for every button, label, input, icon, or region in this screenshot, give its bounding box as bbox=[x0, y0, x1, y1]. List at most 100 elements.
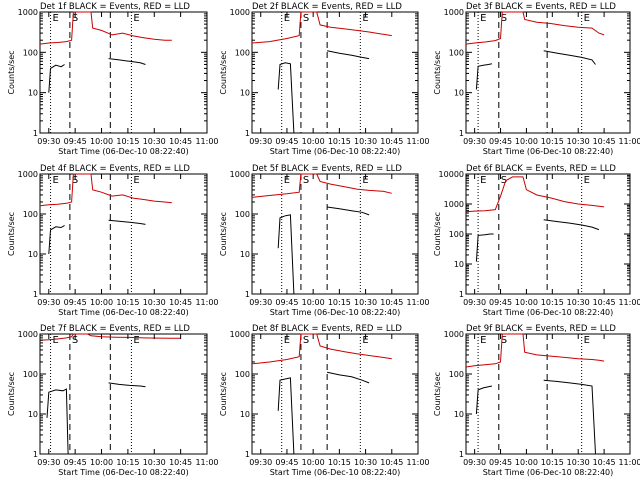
plot-frame bbox=[251, 333, 419, 455]
y-tick-label: 1 bbox=[245, 290, 250, 299]
plot-frame bbox=[465, 333, 631, 455]
y-axis-label: Counts/sec bbox=[7, 212, 16, 256]
panel-title: Det 6f BLACK = Events, RED = LLD bbox=[466, 164, 616, 174]
x-tick-label: 10:15 bbox=[116, 137, 139, 146]
x-tick-label: 11:00 bbox=[195, 458, 218, 467]
x-tick-label: 10:00 bbox=[90, 137, 113, 146]
lld-series-line bbox=[251, 333, 392, 365]
marker-letter: S bbox=[72, 13, 78, 24]
marker-letter: E bbox=[133, 13, 139, 24]
x-tick-label: 10:30 bbox=[143, 298, 166, 307]
y-tick-label: 100 bbox=[23, 210, 38, 219]
events-series-line bbox=[48, 224, 65, 255]
x-tick-label: 10:45 bbox=[169, 298, 192, 307]
panel-title: Det 4f BLACK = Events, RED = LLD bbox=[40, 164, 190, 174]
plot-frame bbox=[39, 11, 208, 134]
x-axis-label: Start Time (06-Dec-10 08:22:40) bbox=[270, 468, 401, 477]
x-tick-label: 09:45 bbox=[489, 137, 512, 146]
x-axis-label: Start Time (06-Dec-10 08:22:40) bbox=[483, 147, 614, 156]
y-tick-label: 100 bbox=[449, 230, 464, 239]
x-tick-label: 10:45 bbox=[169, 137, 192, 146]
plot-frame bbox=[39, 173, 208, 295]
x-tick-label: 10:15 bbox=[541, 458, 564, 467]
marker-letter: E bbox=[480, 175, 486, 186]
marker-letter: S bbox=[72, 335, 78, 346]
y-tick-label: 100 bbox=[235, 370, 250, 379]
y-tick-label: 1000 bbox=[18, 8, 38, 17]
y-axis-label: Counts/sec bbox=[7, 50, 16, 94]
x-tick-label: 09:30 bbox=[37, 458, 60, 467]
y-axis-label: Counts/sec bbox=[433, 212, 442, 256]
panel-title: Det 2f BLACK = Events, RED = LLD bbox=[252, 2, 402, 12]
x-tick-label: 11:00 bbox=[406, 137, 429, 146]
events-series-line bbox=[327, 50, 370, 60]
y-tick-label: 100 bbox=[235, 210, 250, 219]
x-tick-label: 10:15 bbox=[328, 298, 351, 307]
x-tick-label: 09:30 bbox=[249, 137, 272, 146]
x-tick-label: 09:45 bbox=[64, 458, 87, 467]
events-series-line bbox=[48, 64, 65, 93]
x-tick-label: 10:15 bbox=[328, 458, 351, 467]
marker-letter: E bbox=[480, 335, 486, 346]
x-tick-label: 11:00 bbox=[618, 458, 640, 467]
x-tick-label: 10:45 bbox=[593, 298, 616, 307]
marker-letter: E bbox=[53, 175, 59, 186]
plot-frame bbox=[251, 173, 419, 295]
marker-letter: E bbox=[584, 175, 590, 186]
x-tick-label: 09:30 bbox=[249, 458, 272, 467]
x-tick-label: 10:15 bbox=[116, 298, 139, 307]
x-tick-label: 09:30 bbox=[463, 298, 486, 307]
x-tick-label: 09:30 bbox=[37, 298, 60, 307]
marker-letter: E bbox=[584, 13, 590, 24]
x-tick-label: 10:30 bbox=[143, 137, 166, 146]
lld-series-line bbox=[39, 173, 172, 207]
x-tick-label: 09:30 bbox=[463, 137, 486, 146]
marker-letter: S bbox=[303, 175, 309, 186]
x-tick-label: 10:45 bbox=[380, 458, 403, 467]
lld-series-line bbox=[465, 176, 605, 213]
x-tick-label: 10:30 bbox=[567, 458, 590, 467]
x-tick-label: 09:30 bbox=[249, 298, 272, 307]
x-axis-label: Start Time (06-Dec-10 08:22:40) bbox=[58, 147, 189, 156]
events-series-line bbox=[46, 388, 70, 455]
y-axis-label: Counts/sec bbox=[219, 212, 228, 256]
x-tick-label: 09:30 bbox=[37, 137, 60, 146]
marker-letter: E bbox=[284, 175, 290, 186]
x-tick-label: 10:30 bbox=[143, 458, 166, 467]
y-tick-label: 100 bbox=[23, 48, 38, 57]
x-tick-label: 09:45 bbox=[275, 298, 298, 307]
marker-letter: E bbox=[53, 335, 59, 346]
x-tick-label: 09:45 bbox=[275, 458, 298, 467]
marker-letter: E bbox=[584, 335, 590, 346]
y-tick-label: 1000 bbox=[18, 330, 38, 339]
x-tick-label: 10:15 bbox=[541, 298, 564, 307]
x-tick-label: 10:00 bbox=[302, 458, 325, 467]
x-tick-label: 10:00 bbox=[302, 298, 325, 307]
x-tick-label: 11:00 bbox=[406, 298, 429, 307]
x-tick-label: 11:00 bbox=[618, 298, 640, 307]
y-axis-label: Counts/sec bbox=[433, 50, 442, 94]
x-tick-label: 10:00 bbox=[515, 458, 538, 467]
marker-letter: E bbox=[53, 13, 59, 24]
y-axis-label: Counts/sec bbox=[7, 372, 16, 416]
events-series-line bbox=[108, 58, 146, 65]
marker-letter: S bbox=[303, 13, 309, 24]
events-series-line bbox=[277, 62, 296, 134]
x-tick-label: 10:30 bbox=[567, 298, 590, 307]
y-tick-label: 10 bbox=[28, 410, 38, 419]
x-axis-label: Start Time (06-Dec-10 08:22:40) bbox=[483, 468, 614, 477]
events-series-line bbox=[543, 219, 600, 231]
x-tick-label: 10:15 bbox=[541, 137, 564, 146]
x-tick-label: 11:00 bbox=[195, 298, 218, 307]
x-tick-label: 10:15 bbox=[328, 137, 351, 146]
x-tick-label: 10:00 bbox=[515, 137, 538, 146]
y-tick-label: 1 bbox=[33, 450, 38, 459]
x-tick-label: 09:45 bbox=[275, 137, 298, 146]
y-tick-label: 1 bbox=[459, 290, 464, 299]
